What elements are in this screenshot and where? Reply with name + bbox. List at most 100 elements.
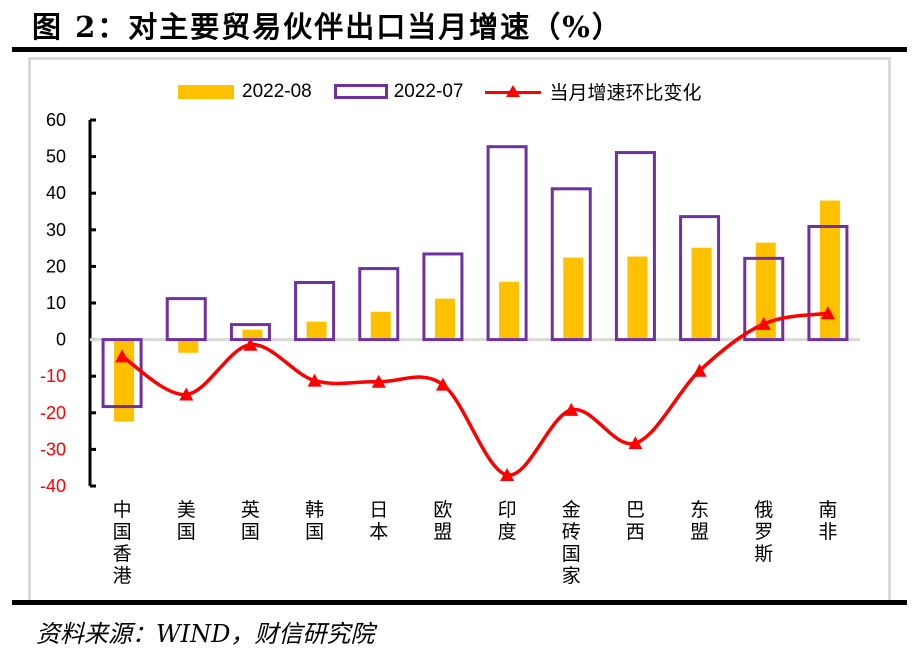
bar-2022-07	[807, 225, 849, 342]
bar-2022-07	[550, 187, 592, 342]
x-tick-label: 东盟	[690, 499, 709, 543]
triangle-marker	[564, 402, 579, 416]
bar-2022-07	[358, 267, 400, 342]
x-tick-label-char: 国	[305, 521, 324, 543]
bar-2022-07	[614, 151, 656, 342]
y-tick-label: -30	[40, 439, 66, 459]
bar-2022-08	[434, 298, 455, 340]
legend-item-2022-08: 2022-08	[178, 81, 312, 103]
y-tick-label: 10	[46, 293, 66, 313]
x-tick-label-char: 国	[113, 521, 132, 543]
x-tick-label-char: 香	[113, 543, 132, 565]
legend-swatch-outline	[333, 84, 388, 99]
legend-item-2022-07: 2022-07	[333, 81, 463, 103]
x-tick-label-char: 欧	[433, 499, 452, 521]
x-tick-label: 俄罗斯	[754, 499, 773, 565]
bar-2022-08	[370, 311, 391, 340]
x-tick-label: 欧盟	[433, 499, 452, 543]
triangle-marker	[628, 436, 643, 450]
y-tick-label: -10	[40, 366, 66, 386]
triangle-marker	[243, 337, 258, 351]
x-tick-label: 日本	[369, 499, 388, 543]
x-tick-label-char: 金	[562, 499, 581, 521]
mom-change-line-path	[121, 311, 829, 477]
triangle-marker	[307, 373, 322, 387]
figure-title: 图 2：对主要贸易伙伴出口当月增速（%）	[32, 10, 623, 44]
bar-2022-08	[755, 242, 776, 340]
x-tick-label: 中国香港	[113, 499, 132, 587]
bar-2022-07	[422, 252, 464, 342]
x-tick-label-char: 日	[369, 499, 388, 521]
x-tick-label-char: 韩	[305, 499, 324, 521]
triangle-marker	[820, 306, 835, 320]
x-tick-label-char: 本	[369, 521, 388, 543]
bar-2022-07	[743, 256, 785, 342]
x-tick-label-char: 罗	[754, 521, 773, 543]
x-tick-label-char: 非	[818, 521, 837, 543]
x-tick-label-char: 俄	[754, 499, 773, 521]
bar-2022-07	[679, 215, 721, 342]
mom-change-line	[115, 306, 835, 482]
x-tick-label-char: 印	[498, 499, 517, 521]
y-axis: 60 50 40 30 20 10 0 -10 -20 -30 -40	[40, 110, 96, 496]
bar-2022-08	[306, 321, 327, 340]
y-tick-label: 30	[46, 220, 66, 240]
triangle-marker	[371, 374, 386, 388]
bar-2022-08	[499, 281, 520, 340]
bar-2022-08	[819, 200, 840, 340]
x-tick-label: 金砖国家	[562, 499, 581, 587]
legend-swatch-filled	[178, 84, 234, 99]
bar-2022-08	[178, 339, 199, 353]
legend: 2022-08 2022-07 当月增速环比变化	[178, 78, 723, 105]
bar-2022-07	[294, 281, 336, 342]
y-tick-label: 60	[46, 110, 66, 130]
triangle-marker	[692, 363, 707, 377]
y-tick-label: 0	[56, 330, 66, 350]
legend-label: 当月增速环比变化	[549, 83, 702, 104]
x-tick-label-char: 巴	[626, 499, 645, 521]
x-tick-label: 巴西	[626, 499, 645, 543]
top-rule	[12, 47, 907, 52]
x-tick-label: 韩国	[305, 499, 324, 543]
x-tick-label-char: 度	[498, 521, 517, 543]
triangle-marker	[756, 316, 771, 330]
x-tick-label-char: 国	[177, 521, 196, 543]
bar-2022-08	[691, 247, 712, 340]
x-tick-label-char: 砖	[562, 521, 581, 543]
x-tick-label-char: 南	[818, 499, 837, 521]
bottom-rule	[12, 600, 907, 605]
x-tick-label-char: 美	[177, 499, 196, 521]
x-tick-label: 南非	[818, 499, 837, 543]
x-tick-label-char: 国	[562, 543, 581, 565]
triangle-marker	[500, 468, 515, 482]
triangle-marker	[435, 377, 450, 391]
x-tick-label-char: 东	[690, 499, 709, 521]
x-tick-label-char: 家	[562, 565, 581, 587]
bar-2022-08	[242, 329, 263, 340]
x-tick-label-char: 斯	[754, 543, 773, 565]
bars-2022-08	[114, 200, 840, 422]
x-tick-label-char: 西	[626, 521, 645, 543]
x-tick-label-char: 港	[113, 565, 132, 587]
y-tick-label: -40	[40, 476, 66, 496]
x-tick-label-char: 国	[241, 521, 260, 543]
legend-line-triangle-icon	[485, 84, 542, 99]
x-tick-label: 美国	[177, 499, 196, 543]
x-tick-label: 英国	[241, 499, 260, 543]
bar-2022-07	[486, 145, 528, 342]
y-tick-label: 40	[46, 183, 66, 203]
x-tick-label-char: 英	[241, 499, 260, 521]
y-tick-label: 50	[46, 147, 66, 167]
x-tick-label: 印度	[498, 499, 517, 543]
legend-item-mom-change: 当月增速环比变化	[485, 78, 701, 105]
x-tick-label-char: 盟	[433, 521, 452, 543]
bar-2022-08	[563, 257, 584, 340]
triangle-marker	[115, 349, 130, 363]
bar-2022-07	[165, 297, 207, 342]
bar-2022-08	[114, 339, 135, 422]
legend-label: 2022-08	[242, 80, 312, 102]
source-note: 资料来源：WIND，财信研究院	[36, 620, 375, 648]
y-tick-label: 20	[46, 256, 66, 276]
